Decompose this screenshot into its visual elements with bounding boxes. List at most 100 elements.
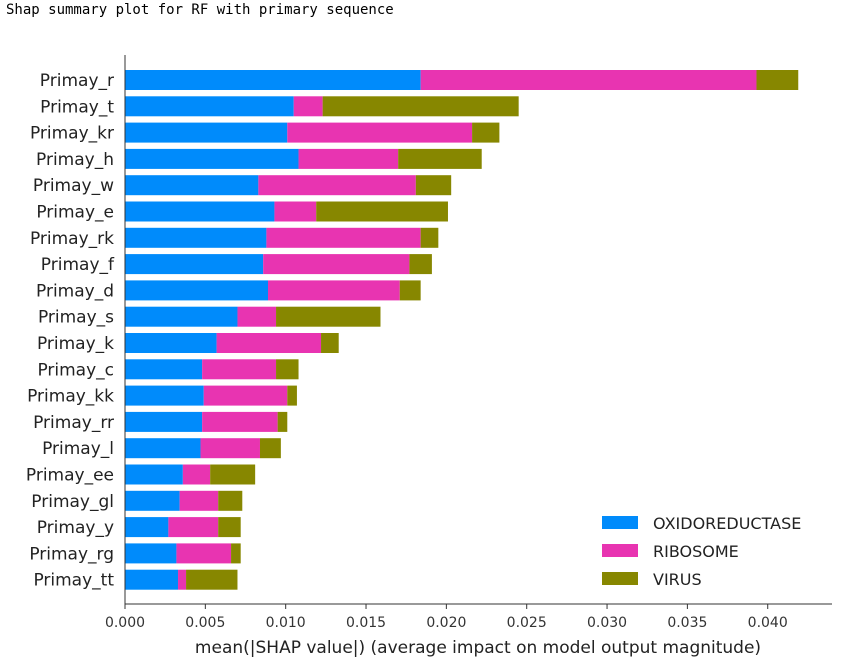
y-tick-label: Primay_w — [33, 176, 114, 196]
bar-segment-primay-kk-ribosome — [203, 385, 288, 406]
bar-segment-primay-l-oxidoreductase — [125, 438, 201, 459]
bar-segment-primay-rg-oxidoreductase — [125, 543, 177, 564]
bar-segment-primay-e-virus — [316, 201, 448, 222]
bar-segment-primay-w-oxidoreductase — [125, 175, 259, 196]
y-tick-labels: Primay_r Primay_t Primay_kr Primay_h Primay_… — [26, 71, 115, 591]
bar-segment-primay-rk-ribosome — [266, 227, 421, 248]
y-tick-label: Primay_tt — [33, 571, 114, 591]
bar-segment-primay-gl-ribosome — [179, 490, 219, 511]
legend-label-oxidoreductase: OXIDOREDUCTASE — [653, 514, 801, 533]
bar-segment-primay-k-virus — [321, 333, 339, 353]
bar-segment-primay-y-oxidoreductase — [125, 517, 169, 538]
y-tick-label: Primay_k — [37, 334, 114, 354]
y-tick-label: Primay_t — [40, 97, 114, 117]
legend-swatch-oxidoreductase — [602, 516, 638, 529]
x-tick-label: 0.035 — [667, 615, 707, 631]
bar-segment-primay-d-virus — [399, 280, 421, 301]
bar-segment-primay-s-ribosome — [237, 306, 277, 327]
bar-segment-primay-ee-ribosome — [182, 464, 211, 485]
y-tick-label: Primay_y — [37, 518, 114, 538]
bar-segment-primay-r-virus — [756, 70, 799, 90]
bar-segment-primay-kk-oxidoreductase — [125, 385, 204, 406]
bar-segment-primay-kk-virus — [287, 385, 297, 406]
bar-segment-primay-c-oxidoreductase — [125, 359, 203, 380]
bar-segment-primay-kr-virus — [472, 122, 500, 143]
y-tick-label: Primay_kk — [27, 387, 114, 407]
bar-segment-primay-e-oxidoreductase — [125, 201, 275, 222]
y-tick-label: Primay_rk — [30, 229, 114, 249]
bar-segment-primay-tt-ribosome — [178, 569, 187, 590]
bar-segment-primay-f-virus — [409, 254, 432, 275]
bar-segment-primay-ee-virus — [210, 464, 256, 485]
x-ticks: 0.000 0.005 0.010 0.015 0.020 0.025 0.030 0.035… — [105, 604, 788, 631]
bar-segment-primay-gl-oxidoreductase — [125, 490, 180, 511]
x-tick-label: 0.040 — [748, 615, 788, 631]
bar-segment-primay-rk-virus — [420, 227, 439, 248]
bar-segment-primay-c-virus — [276, 359, 299, 380]
bar-segment-primay-h-oxidoreductase — [125, 148, 299, 169]
bar-segment-primay-h-ribosome — [298, 148, 399, 169]
bar-segment-primay-tt-virus — [186, 569, 238, 590]
y-tick-label: Primay_kr — [30, 124, 114, 144]
bar-segment-primay-h-virus — [398, 148, 482, 169]
bar-segment-primay-s-oxidoreductase — [125, 306, 238, 327]
bar-segment-primay-rg-ribosome — [176, 543, 232, 564]
bars-group — [125, 70, 799, 590]
x-tick-label: 0.015 — [346, 615, 386, 631]
y-tick-label: Primay_gl — [31, 492, 114, 512]
x-tick-label: 0.020 — [426, 615, 466, 631]
y-tick-label: Primay_e — [36, 203, 114, 223]
bar-segment-primay-t-ribosome — [293, 96, 323, 117]
bar-segment-primay-rr-ribosome — [202, 411, 278, 432]
bar-segment-primay-tt-oxidoreductase — [125, 569, 179, 590]
legend: OXIDOREDUCTASE RIBOSOME VIRUS — [602, 514, 801, 589]
y-tick-label: Primay_rr — [33, 413, 114, 433]
bar-segment-primay-l-virus — [259, 438, 281, 459]
bar-segment-primay-s-virus — [276, 306, 381, 327]
x-tick-label: 0.030 — [587, 615, 627, 631]
bar-segment-primay-y-ribosome — [168, 517, 219, 538]
bar-segment-primay-rk-oxidoreductase — [125, 227, 267, 248]
bar-segment-primay-d-ribosome — [268, 280, 400, 301]
y-tick-label: Primay_d — [36, 281, 114, 301]
bar-segment-primay-k-ribosome — [216, 333, 322, 353]
x-tick-label: 0.025 — [507, 615, 547, 631]
x-axis-label: mean(|SHAP value|) (average impact on mo… — [195, 638, 761, 658]
bar-segment-primay-y-virus — [218, 517, 241, 538]
page-caption: Shap summary plot for RF with primary se… — [6, 2, 394, 18]
bar-segment-primay-f-ribosome — [263, 254, 410, 275]
bar-segment-primay-r-ribosome — [420, 70, 757, 90]
bar-segment-primay-gl-virus — [218, 490, 243, 511]
y-tick-label: Primay_l — [42, 439, 114, 459]
y-tick-label: Primay_f — [41, 255, 115, 275]
legend-label-virus: VIRUS — [653, 570, 702, 589]
bar-segment-primay-w-virus — [415, 175, 452, 196]
legend-swatch-virus — [602, 572, 638, 585]
x-tick-label: 0.010 — [266, 615, 306, 631]
bar-segment-primay-rg-virus — [231, 543, 241, 564]
bar-segment-primay-kr-oxidoreductase — [125, 122, 288, 143]
bar-segment-primay-l-ribosome — [200, 438, 260, 459]
bar-segment-primay-r-oxidoreductase — [125, 70, 421, 90]
bar-segment-primay-k-oxidoreductase — [125, 333, 217, 353]
bar-segment-primay-e-ribosome — [274, 201, 317, 222]
y-tick-label: Primay_h — [36, 150, 114, 170]
y-tick-label: Primay_r — [40, 71, 114, 91]
bar-segment-primay-rr-virus — [277, 411, 288, 432]
legend-label-ribosome: RIBOSOME — [653, 542, 739, 561]
y-tick-label: Primay_s — [38, 308, 114, 328]
legend-swatch-ribosome — [602, 544, 638, 557]
y-tick-label: Primay_ee — [26, 466, 114, 486]
x-tick-label: 0.005 — [185, 615, 225, 631]
y-tick-label: Primay_rg — [29, 544, 114, 564]
bar-segment-primay-ee-oxidoreductase — [125, 464, 183, 485]
y-tick-label: Primay_c — [37, 360, 114, 380]
bar-segment-primay-w-ribosome — [258, 175, 416, 196]
bar-segment-primay-kr-ribosome — [287, 122, 473, 143]
x-tick-label: 0.000 — [105, 615, 145, 631]
bar-segment-primay-rr-oxidoreductase — [125, 411, 203, 432]
bar-segment-primay-d-oxidoreductase — [125, 280, 269, 301]
bar-segment-primay-t-virus — [322, 96, 519, 117]
bar-segment-primay-f-oxidoreductase — [125, 254, 264, 275]
